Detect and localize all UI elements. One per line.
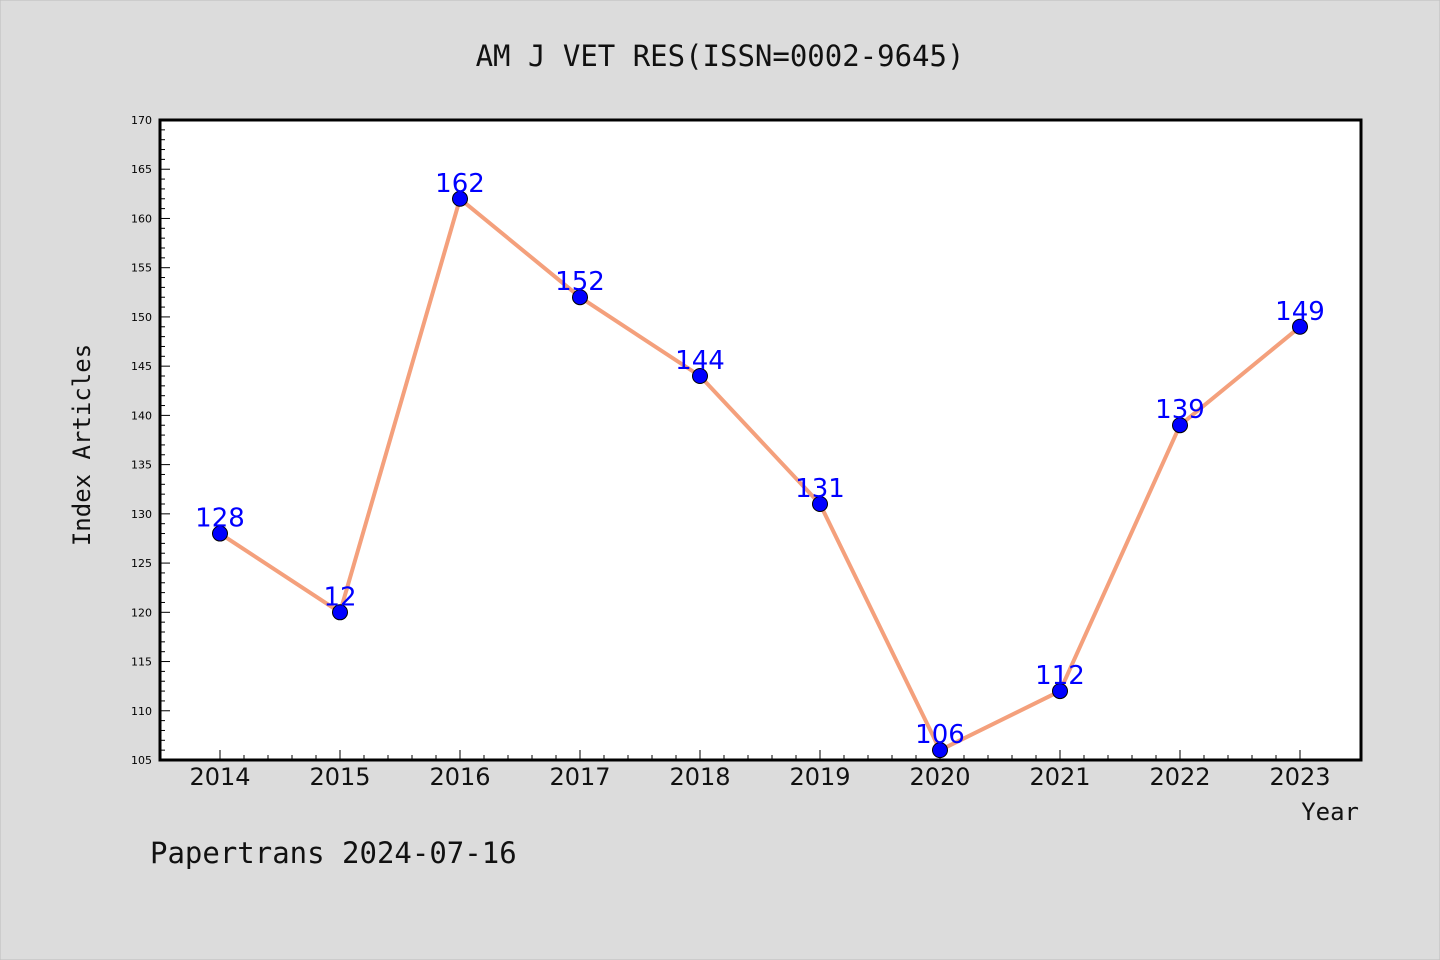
x-axis: 2014 2015 2016 2017 2018 2019 2020 2021 2022 2023 xyxy=(189,750,1331,791)
data-point xyxy=(1172,417,1188,434)
x-tick-label: 2017 xyxy=(549,763,610,791)
data-point xyxy=(212,525,228,542)
data-point xyxy=(1292,318,1308,335)
data-label: 144 xyxy=(675,346,725,376)
x-axis-label: Year xyxy=(1301,798,1359,826)
x-tick-label: 2019 xyxy=(789,763,850,791)
data-label: 149 xyxy=(1275,297,1325,327)
data-point xyxy=(572,289,588,306)
data-point xyxy=(332,604,348,621)
y-tick-label: 125 xyxy=(131,557,152,570)
data-point xyxy=(1052,683,1068,700)
data-label: 152 xyxy=(555,267,605,297)
y-tick-label: 135 xyxy=(131,459,152,472)
x-tick-label: 2018 xyxy=(669,763,730,791)
y-tick-label: 140 xyxy=(131,409,152,422)
y-axis-label: Index Articles xyxy=(68,344,96,546)
data-point xyxy=(932,742,948,759)
watermark-text: Papertrans 2024-07-16 xyxy=(150,836,517,870)
data-label: 131 xyxy=(795,474,845,504)
data-point xyxy=(812,496,828,512)
data-point xyxy=(452,190,468,207)
x-tick-label: 2016 xyxy=(429,763,490,791)
series-line xyxy=(218,196,1302,753)
data-label: 112 xyxy=(1035,661,1085,691)
y-tick-label: 150 xyxy=(131,311,152,324)
data-label: 106 xyxy=(915,720,965,750)
y-axis: 105 110 115 120 125 130 135 140 145 150 155 160 165 1… xyxy=(131,114,170,767)
y-tick-label: 145 xyxy=(131,360,152,373)
y-tick-label: 160 xyxy=(131,212,152,225)
y-tick-label: 130 xyxy=(131,508,152,521)
x-tick-label: 2015 xyxy=(309,763,370,791)
y-tick-label: 105 xyxy=(131,754,152,767)
series-layer: 128 12 162 152 144 131 106 112 139 149 xyxy=(195,169,1325,759)
data-label: 162 xyxy=(435,169,485,199)
y-tick-label: 170 xyxy=(131,114,152,127)
data-label: 139 xyxy=(1155,395,1205,425)
chart-title: AM J VET RES(ISSN=0002-9645) xyxy=(476,39,965,73)
data-label: 128 xyxy=(195,504,245,534)
x-tick-label: 2023 xyxy=(1269,763,1330,791)
y-tick-label: 165 xyxy=(131,163,152,176)
data-label: 12 xyxy=(323,582,356,612)
x-tick-label: 2021 xyxy=(1029,763,1090,791)
y-tick-label: 120 xyxy=(131,606,152,619)
y-tick-label: 115 xyxy=(131,656,152,669)
data-point xyxy=(692,368,708,384)
y-tick-label: 110 xyxy=(131,705,152,718)
x-tick-label: 2020 xyxy=(909,763,970,791)
y-tick-label: 155 xyxy=(131,262,152,275)
x-tick-label: 2022 xyxy=(1149,763,1210,791)
x-tick-label: 2014 xyxy=(189,763,250,791)
